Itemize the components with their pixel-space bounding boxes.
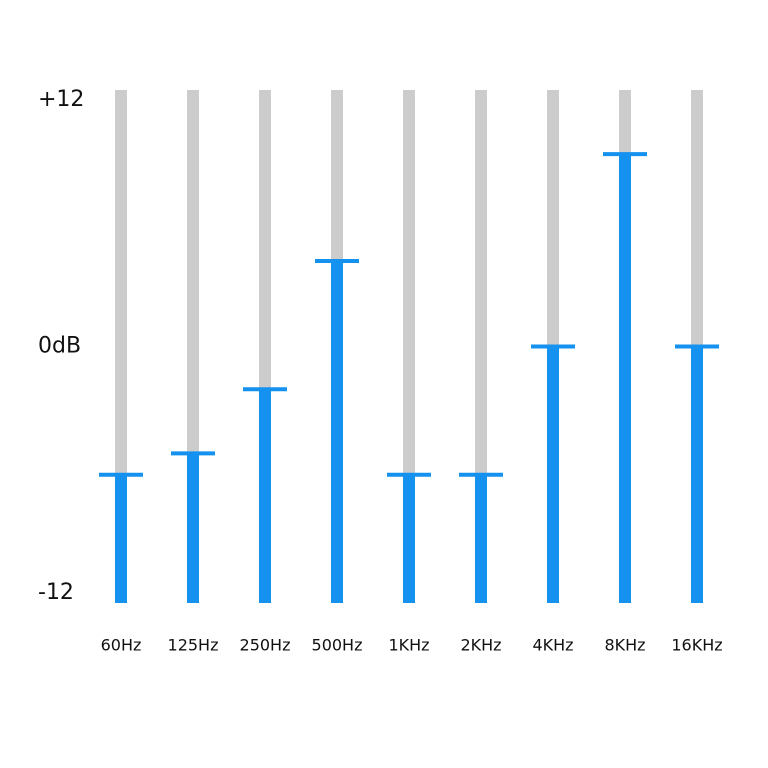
band-label: 2KHz bbox=[460, 636, 501, 655]
band-label: 500Hz bbox=[312, 636, 363, 655]
slider-level bbox=[619, 154, 631, 603]
slider-level bbox=[475, 474, 487, 603]
band-label: 60Hz bbox=[101, 636, 142, 655]
band-label: 250Hz bbox=[240, 636, 291, 655]
slider-knob[interactable] bbox=[531, 344, 575, 349]
slider-level bbox=[115, 474, 127, 603]
slider-knob[interactable] bbox=[459, 472, 503, 477]
slider-level bbox=[547, 346, 559, 603]
slider-level bbox=[331, 261, 343, 603]
slider-level bbox=[187, 453, 199, 603]
slider-knob[interactable] bbox=[243, 387, 287, 392]
slider-knob[interactable] bbox=[171, 451, 215, 456]
slider-level bbox=[691, 346, 703, 603]
slider-knob[interactable] bbox=[675, 344, 719, 349]
y-tick-label: +12 bbox=[38, 87, 84, 112]
band-label: 4KHz bbox=[532, 636, 573, 655]
y-tick-label: -12 bbox=[38, 580, 74, 605]
y-tick-label: 0dB bbox=[38, 334, 81, 359]
slider-knob[interactable] bbox=[603, 152, 647, 157]
band-label: 125Hz bbox=[168, 636, 219, 655]
slider-level bbox=[259, 389, 271, 603]
band-label: 16KHz bbox=[671, 636, 722, 655]
slider-level bbox=[403, 474, 415, 603]
band-label: 1KHz bbox=[388, 636, 429, 655]
slider-knob[interactable] bbox=[387, 472, 431, 477]
band-label: 8KHz bbox=[604, 636, 645, 655]
slider-knob[interactable] bbox=[315, 259, 359, 263]
slider-knob[interactable] bbox=[99, 472, 143, 477]
